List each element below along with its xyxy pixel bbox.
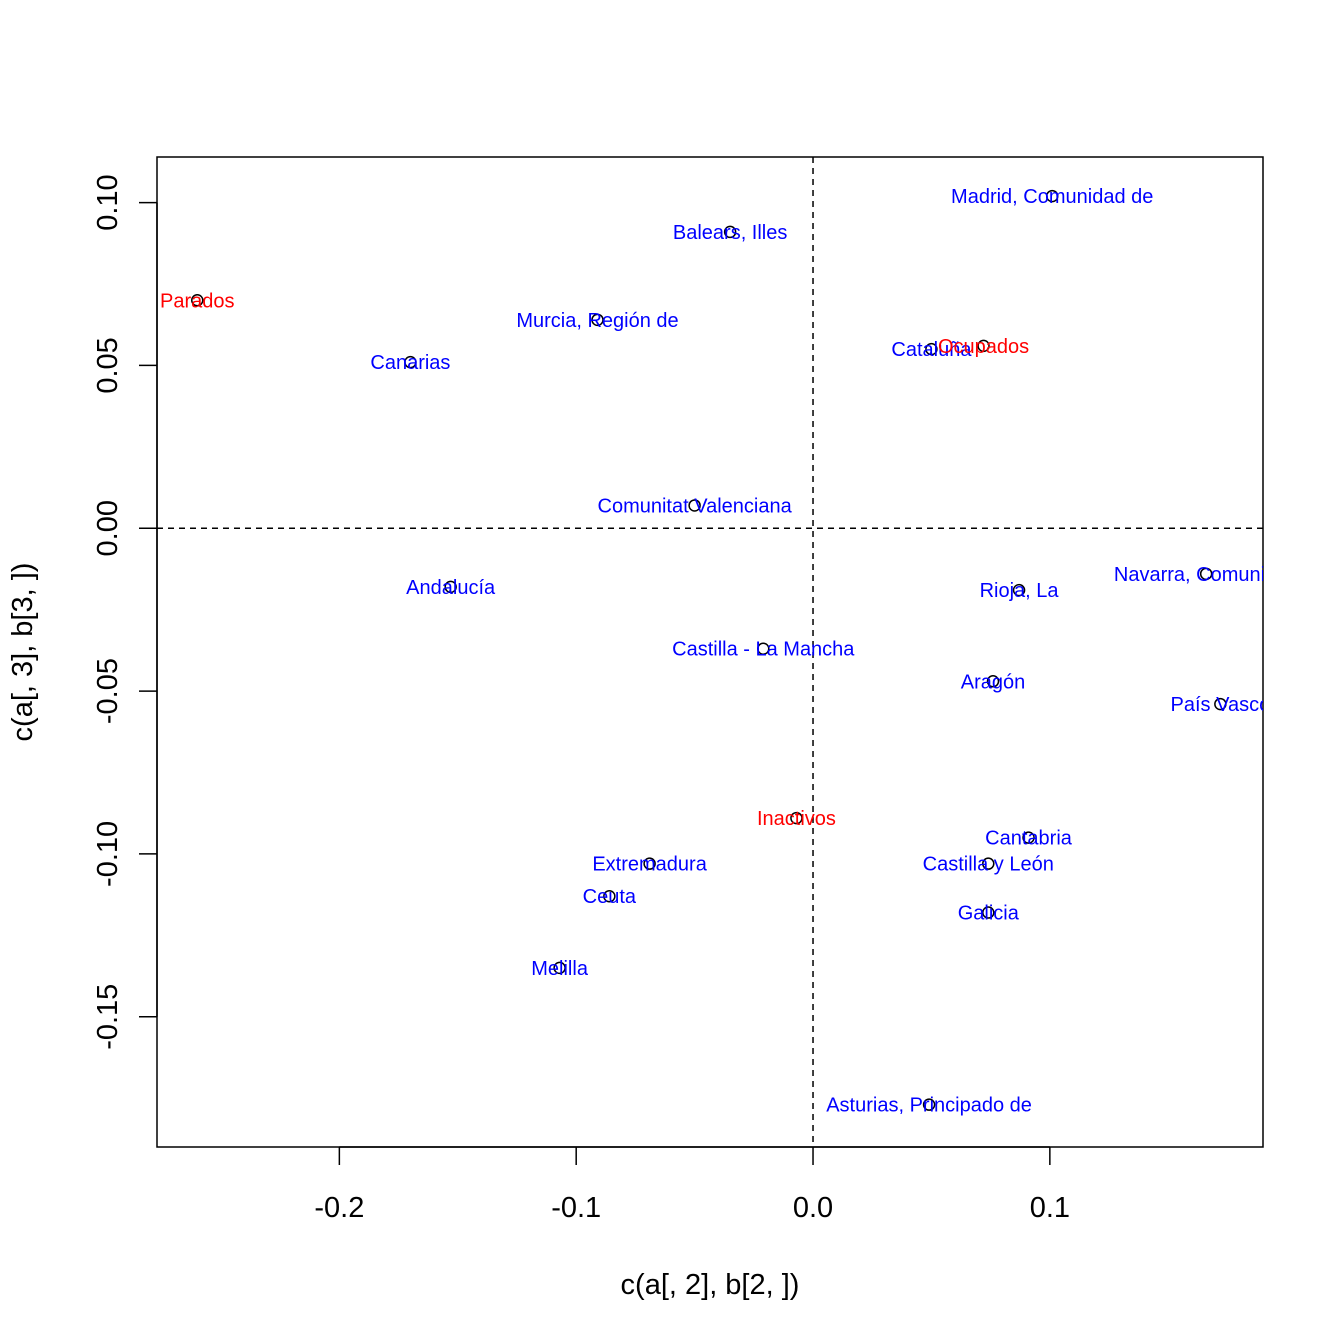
point-marker-pais-vasco	[1214, 697, 1227, 711]
point-marker-cantabria	[1022, 831, 1035, 844]
x-tick-label: 0.1	[1030, 1192, 1070, 1224]
point-label-canarias: Canarias	[370, 352, 450, 374]
point-label-castilla-y-leon: Castilla y León	[923, 854, 1054, 876]
point-marker-melilla	[553, 961, 566, 975]
point-label-inactivos: Inactivos	[757, 808, 836, 830]
point-label-cantabria: Cantabria	[985, 828, 1073, 850]
point-label-melilla: Melilla	[531, 958, 589, 980]
point-marker-cataluna	[925, 342, 938, 356]
point-marker-extremadura	[643, 857, 656, 870]
y-axis-title: c(a[, 3], b[3, ])	[7, 563, 39, 742]
y-tick-label: -0.10	[92, 821, 124, 887]
y-tick-label: 0.00	[92, 500, 124, 556]
point-marker-canarias	[404, 355, 417, 369]
point-marker-balears-illes	[723, 225, 737, 239]
point-marker-navarra-comunidad	[1199, 567, 1213, 581]
y-tick-label: -0.15	[92, 984, 124, 1050]
point-label-parados: Parados	[160, 290, 235, 312]
x-tick-label: -0.2	[314, 1192, 364, 1224]
point-marker-galicia	[982, 906, 995, 919]
point-label-cataluna: Cataluña	[891, 339, 972, 361]
point-marker-castilla-la-mancha	[757, 642, 770, 655]
point-label-asturias-principado-de: Asturias, Principado de	[826, 1095, 1032, 1117]
x-tick-label: 0.0	[793, 1192, 833, 1224]
point-marker-asturias-principado-de	[922, 1098, 936, 1111]
y-tick-label: 0.10	[92, 174, 124, 230]
point-marker-aragon	[986, 675, 1000, 688]
point-marker-madrid-comunidad-de	[1045, 189, 1059, 203]
point-label-castilla-la-mancha: Castilla - La Mancha	[672, 639, 855, 661]
point-marker-inactivos	[790, 811, 803, 825]
y-tick-label: -0.05	[92, 658, 124, 724]
y-tick-label: 0.05	[92, 337, 124, 393]
point-label-comunitat-valenciana: Comunitat Valenciana	[598, 495, 793, 517]
point-marker-parados	[191, 294, 204, 307]
point-label-pais-vasco: País Vasco	[1171, 694, 1271, 716]
point-marker-castilla-y-leon	[982, 857, 995, 870]
point-marker-ceuta	[603, 889, 616, 903]
point-marker-ocupados	[977, 339, 990, 353]
point-label-ocupados: Ocupados	[938, 336, 1029, 358]
point-label-ceuta: Ceuta	[583, 886, 637, 908]
point-label-madrid-comunidad-de: Madrid, Comunidad de	[951, 186, 1153, 208]
x-axis: -0.2 -0.1 0.0 0.1	[314, 1146, 1070, 1224]
point-marker-rioja-la	[1012, 583, 1026, 597]
point-label-aragon: Aragón	[961, 671, 1026, 693]
point-marker-andalucia	[444, 580, 457, 594]
point-label-rioja-la: Rioja, La	[980, 580, 1060, 602]
point-label-navarra-comunidad: Navarra, Comunidad	[1114, 564, 1299, 586]
point-label-extremadura: Extremadura	[592, 854, 707, 876]
y-axis: -0.15 -0.10 -0.05 0.00 0.05 0.10	[92, 174, 158, 1050]
point-label-murcia-region-de: Murcia, Región de	[516, 310, 678, 332]
x-tick-label: -0.1	[551, 1192, 601, 1224]
point-marker-murcia-region-de	[591, 313, 604, 327]
point-label-andalucia: Andalucía	[406, 577, 496, 599]
point-marker-comunitat-valenciana	[688, 499, 701, 512]
x-axis-title: c(a[, 2], b[2, ])	[621, 1269, 800, 1301]
point-label-galicia: Galicia	[958, 903, 1020, 925]
point-label-balears-illes: Balears, Illes	[673, 222, 788, 244]
